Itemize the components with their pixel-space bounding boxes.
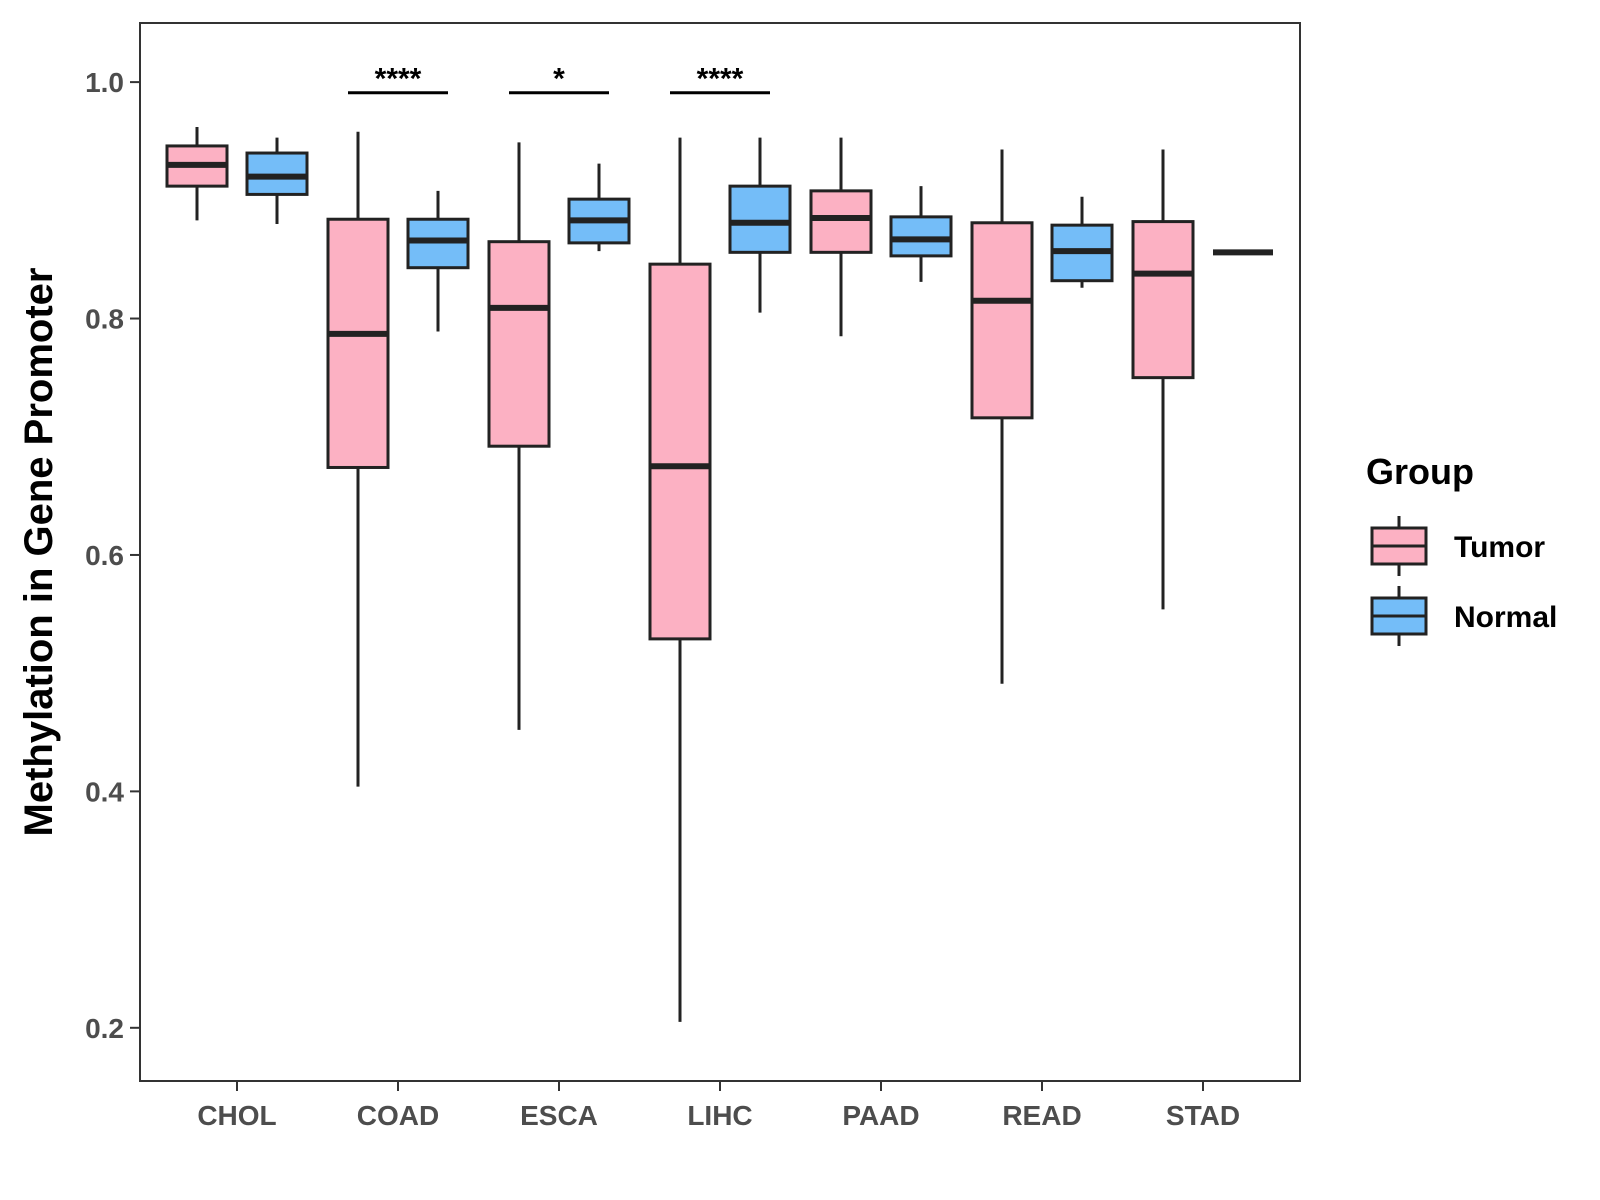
box-tumor <box>1131 220 1195 380</box>
x-tick-label: LIHC <box>687 1100 752 1131</box>
x-tick-label: READ <box>1002 1100 1081 1131</box>
legend-title: Group <box>1366 451 1474 492</box>
significance-label: **** <box>697 63 744 96</box>
box-tumor <box>326 217 390 469</box>
x-tick-label: PAAD <box>842 1100 919 1131</box>
y-tick-label: 1.0 <box>85 67 124 98</box>
legend-label-normal: Normal <box>1454 601 1557 634</box>
y-tick-label: 0.8 <box>85 304 124 335</box>
box-tumor <box>487 240 551 448</box>
x-tick-label: COAD <box>357 1100 439 1131</box>
x-tick-label: STAD <box>1166 1100 1240 1131</box>
box-tumor <box>648 262 712 641</box>
significance-label: * <box>553 63 565 96</box>
plot-panel-border <box>139 22 1301 1082</box>
significance-label: **** <box>375 63 422 96</box>
box-tumor <box>809 189 873 254</box>
x-tick-label: CHOL <box>197 1100 276 1131</box>
box-tumor <box>970 221 1034 420</box>
box-normal <box>728 184 792 254</box>
y-tick-label: 0.2 <box>85 1013 124 1044</box>
y-axis-title: Methylation in Gene Promoter <box>17 268 61 837</box>
x-tick-label: ESCA <box>520 1100 598 1131</box>
y-tick-label: 0.6 <box>85 540 124 571</box>
y-tick-label: 0.4 <box>85 776 124 807</box>
legend-label-tumor: Tumor <box>1454 531 1545 564</box>
